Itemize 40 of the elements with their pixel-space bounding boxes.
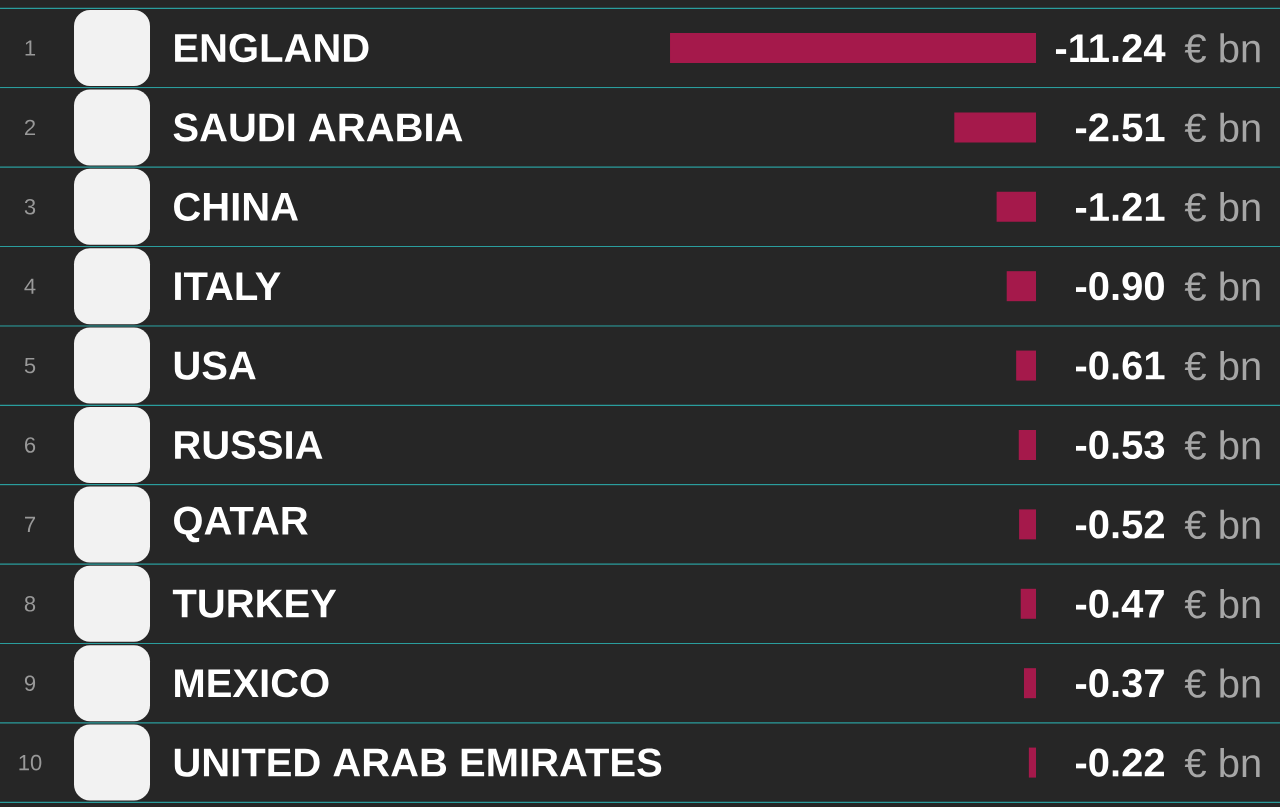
text: € bn — [1184, 589, 1260, 619]
text: € bn — [1184, 33, 1260, 63]
text: 4 — [24, 278, 36, 294]
text: 7 — [25, 516, 36, 532]
data-label: -0.22 — [1076, 748, 1164, 777]
data-label: -0.47 — [1076, 589, 1164, 618]
data-label: -11.24 — [1055, 34, 1166, 62]
text: € bn — [1184, 430, 1260, 460]
y-tick-label: ITALY — [175, 272, 281, 300]
text: 8 — [24, 596, 36, 612]
y-tick-label: UNITED ARAB EMIRATES — [174, 748, 662, 777]
y-tick-label: SAUDI ARABIA — [173, 113, 463, 142]
text: 6 — [25, 437, 36, 453]
text: 10 — [19, 754, 42, 771]
text: € bn — [1184, 747, 1260, 778]
y-tick-label: ENGLAND — [175, 33, 369, 63]
text: € bn — [1184, 192, 1260, 222]
data-label: -0.37 — [1076, 669, 1164, 698]
text: € bn — [1184, 350, 1260, 381]
text: 9 — [24, 675, 36, 691]
text: € bn — [1184, 112, 1260, 143]
y-tick-label: TURKEY — [172, 589, 337, 618]
text: 2 — [24, 119, 36, 136]
text: 1 — [25, 40, 36, 56]
data-label: -0.53 — [1076, 430, 1165, 460]
data-label: -0.61 — [1076, 351, 1165, 380]
data-label: -0.90 — [1076, 272, 1164, 301]
y-tick-label: CHINA — [174, 192, 298, 221]
y-tick-label: RUSSIA — [175, 430, 323, 460]
text: € bn — [1184, 509, 1260, 540]
text: 5 — [24, 357, 36, 374]
y-tick-label: QATAR — [174, 506, 308, 543]
data-label: -2.51 — [1076, 113, 1165, 142]
y-tick-label: MEXICO — [175, 669, 329, 698]
text: 3 — [24, 199, 36, 215]
data-label: -1.21 — [1076, 192, 1165, 221]
text: € bn — [1184, 668, 1260, 698]
data-label: -0.52 — [1076, 510, 1164, 539]
y-tick-label: USA — [174, 351, 256, 380]
text: € bn — [1184, 271, 1260, 301]
